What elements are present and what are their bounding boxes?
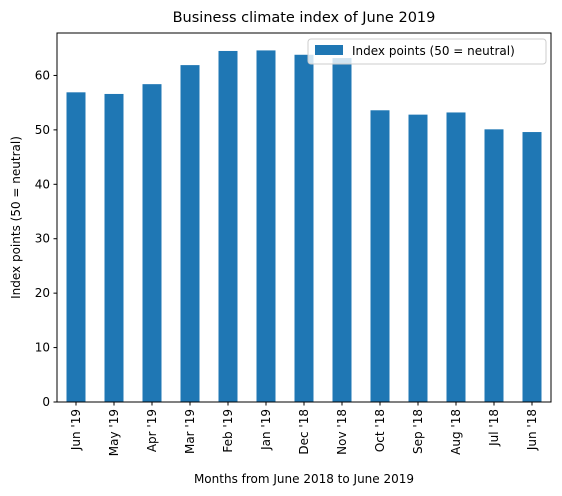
x-tick-label-10: Aug '18 [449, 409, 463, 455]
y-tick-label-3: 30 [35, 232, 50, 246]
x-tick-label-4: Feb '19 [221, 409, 235, 453]
x-tick-label-6: Dec '18 [297, 409, 311, 455]
legend-swatch [315, 45, 343, 55]
x-axis: Jun '19 May '19 Apr '19 Mar '19 Feb '19 Jan '… [69, 402, 539, 456]
y-axis: 0 10 20 30 40 50 60 [35, 68, 57, 409]
y-tick-label-1: 10 [35, 341, 50, 355]
chart-title: Business climate index of June 2019 [173, 10, 436, 26]
bar-8 [370, 110, 390, 402]
bar-4 [218, 50, 238, 403]
bar-0 [66, 92, 86, 403]
bar-11 [484, 129, 504, 403]
bar-9 [408, 114, 428, 402]
bar-6 [294, 54, 314, 403]
x-tick-label-5: Jan '19 [259, 409, 273, 451]
legend-label: Index points (50 = neutral) [352, 44, 515, 58]
bar-10 [446, 112, 466, 402]
x-tick-label-0: Jun '19 [69, 409, 83, 451]
x-tick-label-11: Jul '18 [487, 409, 501, 447]
legend-box [307, 38, 547, 65]
y-tick-label-2: 20 [35, 286, 50, 300]
y-tick-label-0: 0 [42, 395, 50, 409]
y-tick-label-4: 40 [35, 177, 50, 191]
x-tick-label-7: Nov '18 [335, 409, 349, 455]
bar-2 [142, 84, 162, 402]
y-tick-label-5: 50 [35, 123, 50, 137]
bar-12 [522, 132, 542, 402]
x-tick-label-2: Apr '19 [145, 409, 159, 452]
bar-5 [256, 50, 276, 403]
bar-3 [180, 65, 200, 402]
x-tick-label-3: Mar '19 [183, 409, 197, 454]
x-tick-label-12: Jun '18 [525, 409, 539, 451]
x-tick-label-9: Sep '18 [411, 409, 425, 454]
bar-7 [332, 58, 352, 402]
y-tick-label-6: 60 [35, 68, 50, 82]
bar-1 [104, 93, 124, 402]
bars-group [66, 50, 542, 403]
y-axis-label: Index points (50 = neutral) [9, 136, 23, 299]
legend: Index points (50 = neutral) [307, 38, 547, 65]
x-tick-label-8: Oct '18 [373, 409, 387, 452]
x-axis-label: Months from June 2018 to June 2019 [194, 472, 414, 486]
x-tick-label-1: May '19 [107, 409, 121, 456]
